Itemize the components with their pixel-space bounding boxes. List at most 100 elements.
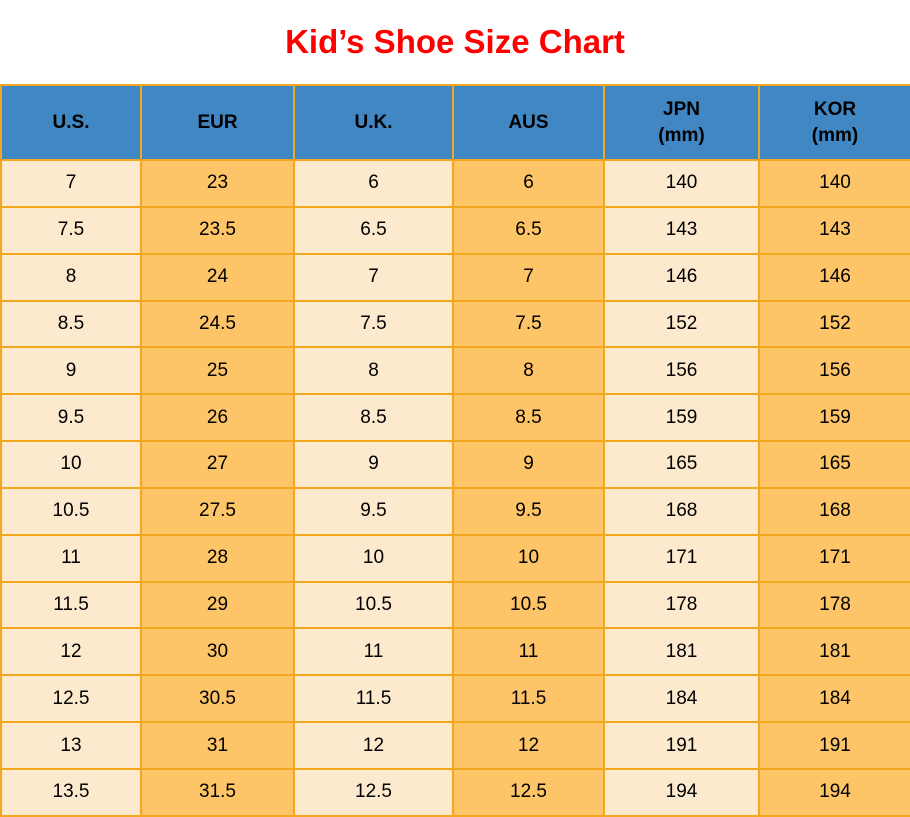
column-header-label: JPN xyxy=(663,98,700,120)
column-header-label: AUS xyxy=(508,111,549,133)
table-row: 7.5 23.5 6.5 6.5 143 143 xyxy=(0,205,910,255)
table-row: 8.5 24.5 7.5 7.5 152 152 xyxy=(0,299,910,349)
table-row: 7 23 6 6 140 140 xyxy=(0,159,910,208)
table-cell: 31.5 xyxy=(140,767,295,817)
table-header-row: U.S. EUR U.K. AUS JPN (mm) KOR (mm) xyxy=(0,84,910,161)
table-cell: 13.5 xyxy=(0,767,142,817)
table-cell: 7.5 xyxy=(452,299,605,349)
table-row: 12 30 11 11 181 181 xyxy=(0,627,910,677)
table-cell: 6 xyxy=(452,159,605,208)
table-cell: 6.5 xyxy=(293,205,454,255)
table-cell: 11.5 xyxy=(452,674,605,724)
table-cell: 152 xyxy=(603,299,760,349)
table-cell: 8 xyxy=(0,252,142,302)
table-cell: 9 xyxy=(0,346,142,396)
table-cell: 6 xyxy=(293,159,454,208)
column-header-aus: AUS xyxy=(452,84,605,161)
table-cell: 9 xyxy=(452,440,605,489)
column-header-uk: U.K. xyxy=(293,84,454,161)
table-cell: 8.5 xyxy=(0,299,142,349)
table-cell: 8.5 xyxy=(293,393,454,443)
table-body: 7 23 6 6 140 140 7.5 23.5 6.5 6.5 143 143 8 24 7 7 146 14… xyxy=(0,159,910,817)
table-cell: 10 xyxy=(0,440,142,489)
column-header-label: KOR xyxy=(813,98,857,120)
table-row: 13.5 31.5 12.5 12.5 194 194 xyxy=(0,767,910,817)
table-cell: 23 xyxy=(140,159,295,208)
column-header-eur: EUR xyxy=(140,84,295,161)
column-header-label: EUR xyxy=(197,111,238,133)
table-cell: 10.5 xyxy=(293,580,454,630)
table-cell: 168 xyxy=(603,486,760,536)
table-cell: 9.5 xyxy=(0,393,142,443)
table-cell: 10 xyxy=(452,533,605,583)
table-row: 12.5 30.5 11.5 11.5 184 184 xyxy=(0,674,910,724)
table-row: 11 28 10 10 171 171 xyxy=(0,533,910,583)
table-cell: 12.5 xyxy=(452,767,605,817)
table-cell: 26 xyxy=(140,393,295,443)
table-cell: 13 xyxy=(0,721,142,770)
table-cell: 11.5 xyxy=(293,674,454,724)
table-cell: 7.5 xyxy=(0,205,142,255)
table-row: 11.5 29 10.5 10.5 178 178 xyxy=(0,580,910,630)
table-cell: 168 xyxy=(758,486,910,536)
table-cell: 7.5 xyxy=(293,299,454,349)
table-cell: 12.5 xyxy=(0,674,142,724)
table-row: 9 25 8 8 156 156 xyxy=(0,346,910,396)
table-cell: 11 xyxy=(452,627,605,677)
table-cell: 146 xyxy=(758,252,910,302)
table-cell: 11 xyxy=(0,533,142,583)
table-cell: 184 xyxy=(758,674,910,724)
table-cell: 178 xyxy=(603,580,760,630)
column-header-label: U.S. xyxy=(52,111,90,133)
table-cell: 7 xyxy=(0,159,142,208)
table-cell: 11 xyxy=(293,627,454,677)
table-cell: 27.5 xyxy=(140,486,295,536)
table-cell: 12 xyxy=(293,721,454,770)
table-cell: 9.5 xyxy=(293,486,454,536)
table-cell: 152 xyxy=(758,299,910,349)
table-cell: 156 xyxy=(603,346,760,396)
table-cell: 191 xyxy=(603,721,760,770)
table-cell: 28 xyxy=(140,533,295,583)
table-cell: 12 xyxy=(452,721,605,770)
table-cell: 143 xyxy=(603,205,760,255)
table-cell: 8 xyxy=(293,346,454,396)
table-cell: 30.5 xyxy=(140,674,295,724)
column-header-unit: (mm) xyxy=(811,124,859,146)
table-row: 10.5 27.5 9.5 9.5 168 168 xyxy=(0,486,910,536)
table-cell: 23.5 xyxy=(140,205,295,255)
table-cell: 146 xyxy=(603,252,760,302)
table-row: 9.5 26 8.5 8.5 159 159 xyxy=(0,393,910,443)
table-cell: 184 xyxy=(603,674,760,724)
table-cell: 159 xyxy=(603,393,760,443)
column-header-jpn: JPN (mm) xyxy=(603,84,760,161)
column-header-label: U.K. xyxy=(354,111,393,133)
column-header-kor: KOR (mm) xyxy=(758,84,910,161)
table-cell: 8.5 xyxy=(452,393,605,443)
table-cell: 156 xyxy=(758,346,910,396)
table-cell: 191 xyxy=(758,721,910,770)
table-cell: 24 xyxy=(140,252,295,302)
table-cell: 194 xyxy=(603,767,760,817)
table-cell: 143 xyxy=(758,205,910,255)
table-cell: 7 xyxy=(452,252,605,302)
table-cell: 8 xyxy=(452,346,605,396)
table-cell: 171 xyxy=(603,533,760,583)
table-cell: 171 xyxy=(758,533,910,583)
table-cell: 9.5 xyxy=(452,486,605,536)
table-cell: 12 xyxy=(0,627,142,677)
table-row: 10 27 9 9 165 165 xyxy=(0,440,910,489)
table-cell: 194 xyxy=(758,767,910,817)
table-cell: 140 xyxy=(758,159,910,208)
table-cell: 10 xyxy=(293,533,454,583)
page-title: Kid’s Shoe Size Chart xyxy=(285,23,625,60)
table-cell: 9 xyxy=(293,440,454,489)
shoe-size-table: U.S. EUR U.K. AUS JPN (mm) KOR (mm) 7 23 6 6 140 140… xyxy=(0,84,910,817)
table-cell: 10.5 xyxy=(452,580,605,630)
column-header-us: U.S. xyxy=(0,84,142,161)
table-cell: 178 xyxy=(758,580,910,630)
table-cell: 6.5 xyxy=(452,205,605,255)
table-cell: 29 xyxy=(140,580,295,630)
table-cell: 181 xyxy=(603,627,760,677)
